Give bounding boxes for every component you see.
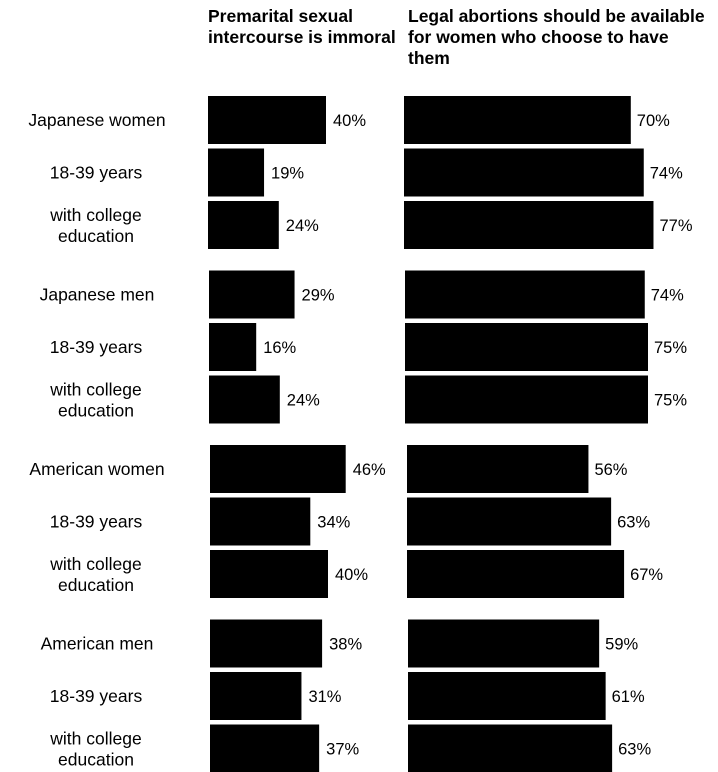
value-label-premarital: 38%	[329, 636, 362, 654]
bar-premarital	[209, 270, 295, 319]
value-label-abortion: 74%	[651, 287, 684, 305]
value-label-premarital: 31%	[308, 688, 341, 706]
category-label: with college education	[49, 729, 141, 770]
bar-premarital	[208, 201, 279, 249]
value-label-abortion: 61%	[612, 688, 645, 706]
value-label-abortion: 63%	[618, 741, 651, 759]
value-label-abortion: 75%	[654, 339, 687, 357]
value-label-premarital: 34%	[317, 514, 350, 532]
category-label: Japanese men	[40, 285, 155, 305]
value-label-premarital: 37%	[326, 741, 359, 759]
bar-abortion	[404, 201, 654, 249]
bar-premarital	[210, 550, 328, 598]
bar-abortion	[404, 96, 631, 144]
category-label: with college education	[49, 380, 141, 421]
category-label: American women	[29, 459, 164, 479]
value-label-premarital: 24%	[287, 392, 320, 410]
bar-premarital	[210, 724, 320, 772]
value-label-premarital: 19%	[271, 165, 304, 183]
category-label: 18-39 years	[50, 163, 143, 183]
category-label: American men	[41, 634, 154, 654]
value-label-abortion: 77%	[659, 217, 692, 235]
category-label: with college education	[49, 554, 141, 595]
bar-abortion	[407, 550, 625, 598]
value-label-abortion: 56%	[594, 461, 627, 479]
bar-premarital	[210, 445, 346, 493]
bar-premarital	[210, 672, 302, 720]
value-label-abortion: 70%	[637, 112, 670, 130]
bar-premarital	[210, 497, 311, 546]
category-label: Japanese women	[28, 110, 165, 130]
bar-premarital	[208, 148, 265, 197]
bar-premarital	[210, 619, 323, 668]
value-label-abortion: 74%	[650, 165, 683, 183]
bar-abortion	[408, 724, 613, 772]
bar-abortion	[408, 672, 606, 720]
bar-abortion	[407, 497, 612, 546]
bar-abortion	[407, 445, 589, 493]
bar-abortion	[408, 619, 600, 668]
bar-abortion	[405, 270, 645, 319]
value-label-premarital: 29%	[302, 287, 335, 305]
bar-abortion	[404, 148, 644, 197]
series-header-premarital: Premarital sexual intercourse is immoral	[208, 6, 396, 47]
value-label-premarital: 40%	[333, 112, 366, 130]
value-label-premarital: 40%	[335, 566, 368, 584]
category-label: with college education	[49, 205, 141, 246]
category-label: 18-39 years	[50, 512, 143, 532]
series-header-abortion: Legal abortions should be available for …	[408, 6, 705, 68]
value-label-abortion: 75%	[654, 392, 687, 410]
value-label-premarital: 24%	[286, 217, 319, 235]
category-label: 18-39 years	[50, 686, 143, 706]
value-label-abortion: 67%	[630, 566, 663, 584]
bar-abortion	[405, 375, 648, 424]
value-label-premarital: 46%	[353, 461, 386, 479]
value-label-abortion: 63%	[617, 514, 650, 532]
bar-premarital	[208, 96, 326, 144]
category-label: 18-39 years	[50, 337, 143, 357]
bar-abortion	[405, 323, 648, 371]
value-label-premarital: 16%	[263, 339, 296, 357]
bar-premarital	[209, 375, 280, 424]
bar-premarital	[209, 323, 257, 371]
value-label-abortion: 59%	[605, 636, 638, 654]
